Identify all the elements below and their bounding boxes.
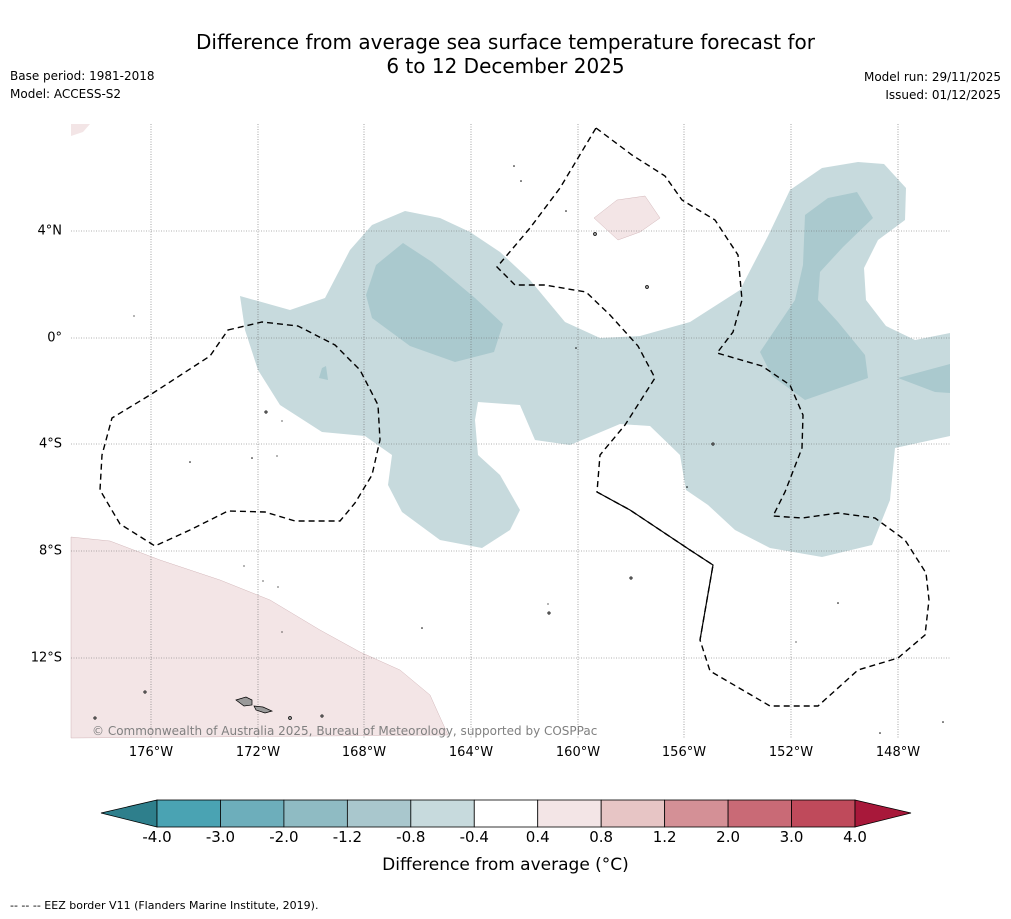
island-malden — [547, 611, 551, 615]
islet — [565, 210, 567, 212]
islet — [879, 732, 881, 734]
colorbar-tick-label: -4.0 — [142, 828, 172, 846]
model-run: Model run: 29/11/2025 — [863, 70, 1001, 84]
title-line-1: Difference from average sea surface temp… — [195, 30, 815, 54]
chart-title: Difference from average sea surface temp… — [0, 30, 1011, 78]
title-line-2: 6 to 12 December 2025 — [386, 54, 625, 78]
lat-label: 4°S — [38, 436, 62, 452]
colorbar-box — [410, 799, 475, 828]
lat-label: 4°N — [37, 223, 63, 239]
islet — [942, 721, 944, 723]
eez-tokelau-west — [99, 321, 381, 547]
colorbar-boxes — [156, 799, 856, 828]
island-baker — [645, 285, 649, 289]
island-swains — [143, 690, 147, 694]
small-islets — [133, 165, 944, 734]
island-jarvis — [593, 232, 597, 236]
colorbar — [100, 799, 912, 828]
lat-label: 12°S — [30, 650, 62, 666]
colorbar-tick-label: -3.0 — [205, 828, 236, 846]
lon-label: 164°W — [448, 745, 494, 760]
islet — [276, 455, 278, 457]
colorbar-title: Difference from average (°C) — [382, 855, 629, 875]
islet — [575, 347, 577, 349]
colorbar-box — [156, 799, 221, 828]
colorbar-tick-label: -2.0 — [269, 828, 299, 846]
islet — [837, 602, 839, 604]
island-caroline — [629, 576, 633, 580]
islet — [243, 565, 245, 567]
colorbar-box — [346, 799, 412, 828]
issued-date: Issued: 01/12/2025 — [885, 88, 1001, 102]
colorbar-tick-label: 0.4 — [525, 828, 550, 846]
lat-label: 0° — [47, 330, 62, 346]
model-name: Model: ACCESS-S2 — [10, 87, 122, 101]
eez-footnote: -- -- -- EEZ border V11 (Flanders Marine… — [10, 899, 319, 912]
islet — [513, 165, 515, 167]
meta-left: Base period: 1981-2018 Model: ACCESS-S2 — [10, 67, 155, 103]
island-howland — [264, 410, 268, 414]
colorbar-box — [283, 799, 348, 828]
colorbar-tick-label: -1.2 — [332, 828, 362, 846]
eez-solid-boundary — [596, 491, 714, 641]
lon-label: 172°W — [235, 745, 281, 760]
colorbar-tick-label: 2.0 — [716, 828, 741, 846]
cool-anomaly-core-3 — [898, 364, 950, 393]
colorbar-box — [220, 799, 285, 828]
colorbar-tick-label: -0.4 — [459, 828, 489, 846]
islet — [277, 586, 279, 588]
colorbar-tick-label: 1.2 — [652, 828, 677, 846]
colorbar-extend-low — [100, 799, 158, 828]
island-savaii — [235, 696, 253, 707]
base-period: Base period: 1981-2018 — [10, 69, 155, 83]
meta-right: Model run: 29/11/2025 Issued: 01/12/2025 — [864, 68, 1001, 104]
islet — [520, 180, 522, 182]
islet — [189, 461, 191, 463]
lon-label: 152°W — [768, 745, 814, 760]
colorbar-tick-label: 0.8 — [589, 828, 614, 846]
colorbar-box — [537, 799, 602, 828]
islet — [421, 627, 423, 629]
island-starbuck — [711, 442, 715, 446]
islet — [281, 420, 283, 422]
islet — [133, 315, 135, 317]
colorbar-extend-high — [854, 799, 912, 828]
islet — [281, 631, 283, 633]
cool-anomaly-speck — [319, 366, 328, 380]
islet — [795, 641, 797, 643]
islands — [93, 232, 715, 720]
anomaly-fields — [70, 124, 950, 739]
colorbar-box — [600, 799, 666, 828]
island-wallis — [93, 716, 97, 720]
colorbar-tick-label: 4.0 — [843, 828, 867, 846]
eez-borders — [99, 126, 930, 707]
colorbar-box — [664, 799, 729, 828]
lon-label: 160°W — [555, 745, 601, 760]
island-upolu — [253, 705, 274, 714]
islet — [547, 603, 549, 605]
colorbar-box — [727, 799, 792, 828]
colorbar-box — [791, 799, 856, 828]
warm-anomaly-region-sw — [70, 536, 449, 739]
colorbar-tick-label: -0.8 — [396, 828, 426, 846]
islet — [686, 486, 688, 488]
island-manua — [320, 714, 324, 718]
islet — [251, 457, 253, 459]
lat-label: 8°S — [38, 543, 62, 559]
colorbar-tick-label: 3.0 — [779, 828, 804, 846]
warm-anomaly-region-north — [593, 195, 661, 241]
lon-label: 156°W — [661, 745, 707, 760]
gridlines — [71, 124, 950, 738]
lon-label: 168°W — [341, 745, 387, 760]
copyright-notice: © Commonwealth of Australia 2025, Bureau… — [92, 724, 598, 738]
lon-label: 176°W — [128, 745, 174, 760]
colorbar-box — [473, 799, 539, 828]
cool-anomaly-core-1 — [366, 243, 503, 362]
warm-anomaly-corner — [71, 124, 90, 136]
islet — [262, 580, 264, 582]
cool-anomaly-core-2 — [760, 192, 873, 400]
island-tutuila — [288, 716, 292, 720]
lon-label: 148°W — [875, 745, 921, 760]
